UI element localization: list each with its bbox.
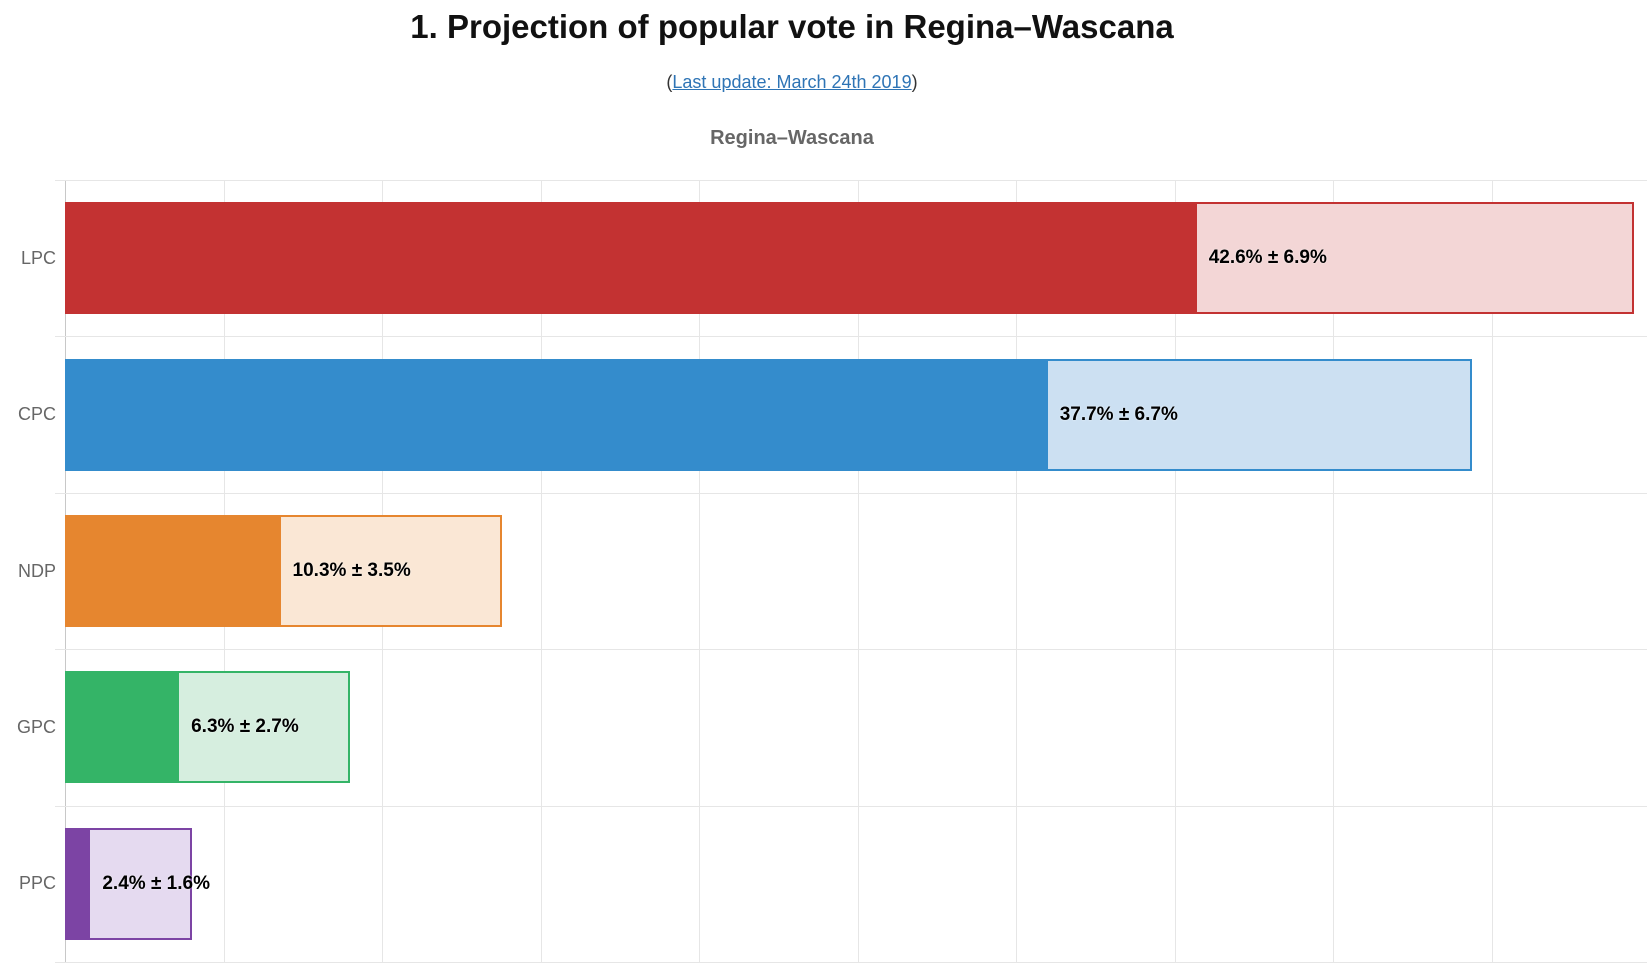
bar-solid-ppc[interactable] (65, 827, 91, 940)
category-label-gpc: GPC (16, 716, 56, 737)
bar-solid-cpc[interactable] (65, 358, 1048, 471)
data-label-lpc: 42.6% ± 6.9% (1208, 247, 1327, 269)
x-gridline (1016, 180, 1017, 962)
bar-solid-lpc[interactable] (65, 202, 1197, 315)
last-update-prefix: ( (666, 72, 673, 92)
data-label-ppc: 2.4% ± 1.6% (102, 872, 210, 894)
y-gridline (55, 962, 1647, 963)
bar-solid-gpc[interactable] (65, 671, 180, 784)
category-label-ppc: PPC (18, 873, 56, 894)
chart-subtitle: Regina–Wascana (710, 127, 874, 149)
page-title: 1. Projection of popular vote in Regina–… (410, 8, 1174, 45)
x-gridline (699, 180, 700, 962)
category-label-ndp: NDP (17, 560, 56, 581)
y-gridline (55, 805, 1647, 807)
data-label-cpc: 37.7% ± 6.7% (1059, 403, 1178, 425)
data-label-ndp: 10.3% ± 3.5% (292, 560, 411, 581)
y-gridline (55, 649, 1647, 651)
last-update-suffix: ) (911, 72, 918, 92)
y-gridline (55, 492, 1647, 494)
y-gridline (55, 180, 1647, 181)
x-gridline (1491, 180, 1493, 962)
data-label-gpc: 6.3% ± 2.7% (191, 716, 299, 738)
category-label-lpc: LPC (20, 247, 56, 268)
x-gridline (857, 180, 859, 962)
category-label-cpc: CPC (17, 404, 56, 425)
bar-solid-ndp[interactable] (65, 515, 281, 627)
y-gridline (55, 336, 1647, 338)
x-gridline (540, 180, 542, 962)
x-gridline (1174, 180, 1176, 962)
last-update-link[interactable]: Last update: March 24th 2019 (672, 72, 912, 92)
last-update-line: (Last update: March 24th 2019) (0, 72, 1584, 93)
x-gridline (1333, 180, 1334, 962)
